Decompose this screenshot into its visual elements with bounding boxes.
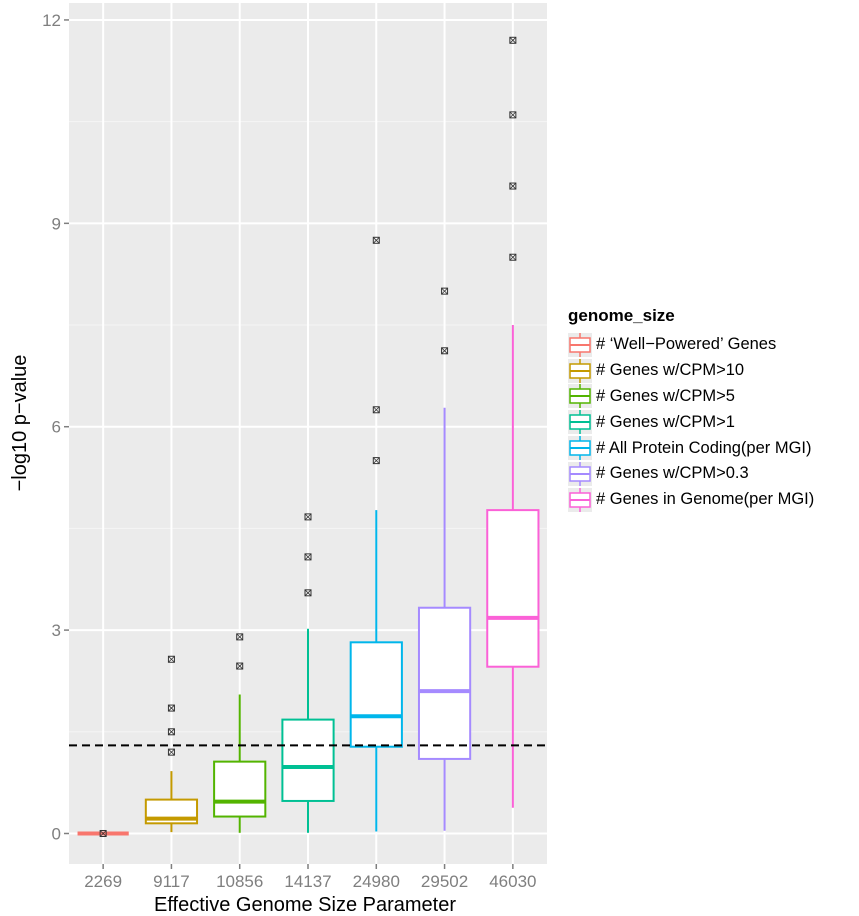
legend-key	[568, 436, 592, 461]
box	[349, 641, 403, 748]
outlier-point-cross	[509, 253, 517, 261]
legend-label: # Genes w/CPM>0.3	[596, 464, 749, 483]
x-tick-label: 10856	[216, 872, 263, 891]
outlier-point-cross	[441, 287, 448, 295]
box	[486, 509, 540, 668]
legend-label: # Genes w/CPM>1	[596, 412, 735, 431]
outlier-point	[509, 111, 517, 119]
legend-label: # ‘Well−Powered’ Genes	[596, 335, 777, 354]
y-tick-label: 12	[42, 11, 61, 30]
outlier-point	[167, 748, 175, 756]
x-axis-title: Effective Genome Size Parameter	[154, 894, 456, 916]
boxplots	[69, 36, 547, 837]
x-tick-label: 24980	[353, 872, 400, 891]
outlier-point	[99, 829, 107, 837]
outlier-point-cross	[304, 513, 312, 521]
legend-key-glyph	[569, 487, 591, 512]
chart-plot: 0 3 6 9 12 2269 9117 10856 14137 24980 29502 46030…	[9, 3, 547, 916]
outlier-point	[167, 655, 175, 663]
boxplot-29502	[417, 287, 472, 831]
legend: genome_size # ‘Well−Powered’ Genes # Gene…	[568, 306, 858, 513]
boxplot-10856	[213, 633, 267, 833]
legend-label: # All Protein Coding(per MGI)	[596, 438, 812, 457]
outlier-point	[167, 728, 175, 736]
outlier-point	[236, 633, 244, 641]
outlier-point-cross	[373, 406, 380, 414]
boxplot-14137	[281, 513, 335, 833]
boxplot-2269	[77, 829, 129, 837]
legend-items: # ‘Well−Powered’ Genes # Genes w/CPM>10 # …	[568, 332, 858, 513]
outlier-point	[304, 553, 312, 561]
legend-key	[568, 487, 592, 512]
legend-key-glyph	[569, 410, 591, 435]
legend-key	[568, 358, 592, 383]
legend-key-glyph	[569, 436, 591, 461]
legend-label: # Genes in Genome(per MGI)	[596, 490, 815, 509]
x-axis: 2269 9117 10856 14137 24980 29502 46030	[84, 864, 536, 891]
legend-label: # Genes w/CPM>10	[596, 361, 745, 380]
outlier-point-cross	[304, 553, 312, 561]
outlier-point-cross	[236, 662, 243, 670]
legend-key-glyph	[569, 384, 591, 409]
y-tick-label: 9	[52, 214, 61, 233]
outlier-point	[372, 236, 380, 244]
y-axis-title: −log10 p−value	[9, 355, 31, 492]
legend-key	[568, 410, 592, 435]
legend-key-glyph	[569, 358, 591, 383]
legend-title: genome_size	[568, 306, 675, 325]
legend-item: # All Protein Coding(per MGI)	[568, 435, 858, 461]
outlier-point-cross	[509, 182, 517, 190]
outlier-point-cross	[168, 655, 175, 663]
box	[281, 718, 335, 802]
outlier-point	[509, 182, 517, 190]
boxplot-9117	[144, 655, 199, 833]
outlier-point	[509, 36, 517, 44]
outlier-point-cross	[236, 633, 243, 641]
legend-key-glyph	[569, 461, 591, 486]
outlier-point-cross	[168, 728, 175, 736]
outlier-point-cross	[373, 237, 380, 244]
outlier-point	[372, 406, 380, 414]
y-tick-label: 0	[52, 824, 61, 843]
outlier-point-cross	[509, 37, 517, 44]
legend-label: # Genes w/CPM>5	[596, 386, 735, 405]
legend-key	[568, 461, 592, 486]
x-tick-label: 29502	[421, 872, 468, 891]
x-tick-label: 2269	[84, 872, 122, 891]
box	[417, 606, 472, 760]
y-tick-label: 6	[52, 418, 61, 437]
outlier-point	[236, 662, 244, 670]
legend-item: # Genes w/CPM>5	[568, 384, 858, 410]
outlier-point-cross	[304, 589, 312, 597]
outlier-point	[167, 704, 175, 712]
box	[213, 760, 267, 818]
outlier-point	[372, 457, 380, 465]
legend-item: # Genes in Genome(per MGI)	[568, 487, 858, 513]
legend-item: # ‘Well−Powered’ Genes	[568, 332, 858, 358]
outlier-point-cross	[441, 347, 448, 355]
legend-key	[568, 384, 592, 409]
outlier-point-cross	[99, 830, 107, 837]
legend-item: # Genes w/CPM>10	[568, 358, 858, 384]
legend-key	[568, 332, 592, 357]
outlier-point	[304, 589, 312, 597]
legend-key-glyph	[569, 332, 591, 357]
outlier-point-cross	[509, 111, 517, 119]
outlier-point	[441, 347, 449, 355]
y-tick-label: 3	[52, 621, 61, 640]
outlier-point	[509, 253, 517, 261]
legend-item: # Genes w/CPM>1	[568, 409, 858, 435]
outlier-point	[304, 513, 312, 521]
x-tick-label: 14137	[284, 872, 331, 891]
outlier-point-cross	[168, 704, 175, 712]
boxplot-24980	[349, 236, 403, 832]
x-tick-label: 9117	[153, 872, 190, 891]
outlier-point-cross	[373, 457, 380, 464]
y-axis: 0 3 6 9 12	[42, 11, 69, 843]
boxplot-46030	[486, 36, 540, 808]
outlier-point	[441, 287, 449, 295]
x-tick-label: 46030	[489, 872, 536, 891]
legend-item: # Genes w/CPM>0.3	[568, 461, 858, 487]
outlier-point-cross	[168, 748, 175, 756]
